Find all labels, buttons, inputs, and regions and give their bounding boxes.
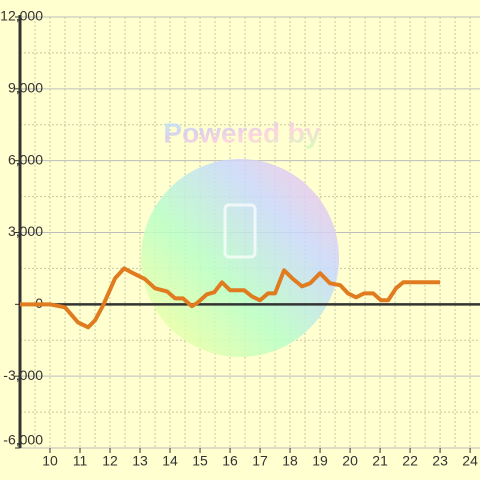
grid: [20, 16, 480, 449]
y-tick-label: -3,000: [3, 367, 43, 383]
x-tick-label: 10: [42, 453, 58, 469]
x-tick-label: 14: [162, 453, 178, 469]
watermark-text: Powered by: [163, 117, 321, 148]
y-tick-label: 9,000: [8, 80, 43, 96]
x-tick-label: 17: [252, 453, 268, 469]
x-tick-label: 11: [73, 453, 88, 469]
x-tick-label: 13: [132, 453, 148, 469]
y-tick-label: -6,000: [3, 432, 43, 448]
x-tick-label: 19: [312, 453, 328, 469]
x-tick-label: 15: [192, 453, 208, 469]
x-tick-label: 20: [342, 453, 358, 469]
x-tick-label: 18: [282, 453, 298, 469]
data-line: [20, 266, 441, 330]
y-tick-label: 3,000: [8, 223, 43, 239]
x-tick-label: 22: [402, 453, 418, 469]
watermark-icon: [223, 203, 257, 259]
x-tick-label: 24: [462, 453, 478, 469]
y-tick-label: 6,000: [8, 151, 43, 167]
x-tick-label: 23: [432, 453, 448, 469]
x-tick-label: 21: [372, 453, 388, 469]
x-tick-label: 12: [102, 453, 118, 469]
x-tick-label: 16: [222, 453, 238, 469]
y-tick-label: 12,000: [0, 8, 43, 24]
